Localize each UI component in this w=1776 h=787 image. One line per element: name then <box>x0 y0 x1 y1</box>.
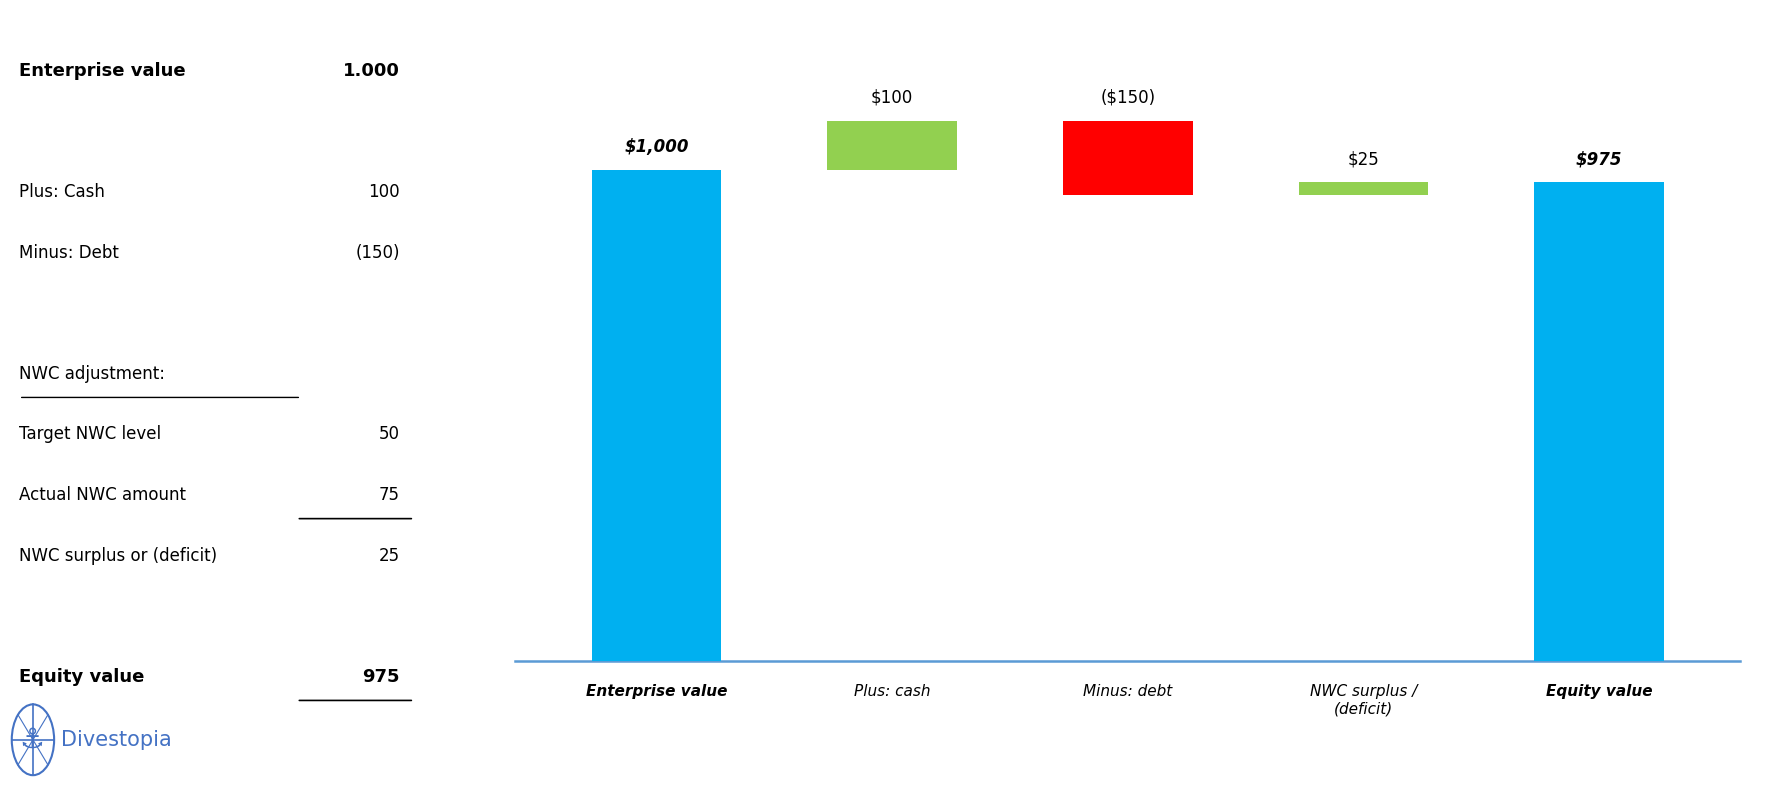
Bar <box>591 170 721 661</box>
Bar <box>1064 121 1192 194</box>
Text: Plus: Cash: Plus: Cash <box>20 183 105 201</box>
Text: 25: 25 <box>378 547 400 564</box>
Text: NWC surplus or (deficit): NWC surplus or (deficit) <box>20 547 217 564</box>
Text: NWC surplus /
(deficit): NWC surplus / (deficit) <box>1309 685 1417 717</box>
Text: Equity value: Equity value <box>20 668 144 685</box>
Text: Plus: cash: Plus: cash <box>854 685 931 700</box>
Text: Enterprise value: Enterprise value <box>20 62 185 79</box>
Text: Enterprise value: Enterprise value <box>586 685 726 700</box>
Text: NWC adjustment:: NWC adjustment: <box>20 365 165 382</box>
Text: Equity value: Equity value <box>1545 685 1652 700</box>
Text: $1,000: $1,000 <box>623 138 689 156</box>
Text: 1.000: 1.000 <box>343 62 400 79</box>
Text: 50: 50 <box>378 426 400 443</box>
Text: $975: $975 <box>1575 150 1621 168</box>
Text: Actual NWC amount: Actual NWC amount <box>20 486 186 504</box>
Text: 75: 75 <box>378 486 400 504</box>
Bar <box>1298 183 1428 194</box>
Text: (150): (150) <box>355 244 400 261</box>
Text: ⚓: ⚓ <box>20 726 44 754</box>
Text: $100: $100 <box>870 89 913 107</box>
Text: $25: $25 <box>1348 150 1380 168</box>
Text: Target NWC level: Target NWC level <box>20 426 162 443</box>
Text: Minus: debt: Minus: debt <box>1083 685 1172 700</box>
Text: 975: 975 <box>362 668 400 685</box>
Text: Minus: Debt: Minus: Debt <box>20 244 119 261</box>
Bar <box>828 121 957 170</box>
Bar <box>1534 183 1664 661</box>
Text: 100: 100 <box>368 183 400 201</box>
Text: ($150): ($150) <box>1099 89 1156 107</box>
Text: Divestopia: Divestopia <box>60 730 172 750</box>
